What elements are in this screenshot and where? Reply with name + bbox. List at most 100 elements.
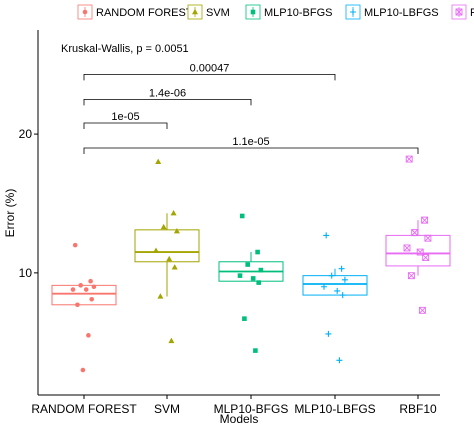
data-point (405, 155, 413, 163)
data-point (80, 367, 86, 373)
legend-label: RBF10 (470, 7, 474, 19)
legend-label: RANDOM FOREST (96, 7, 193, 19)
data-point (245, 262, 250, 267)
bracket-line (83, 98, 252, 106)
iqr-box (51, 284, 117, 306)
p-value-label: 1e-05 (111, 111, 139, 123)
x-axis-ticks: RANDOM FOREST SVM MLP10-BFGS MLP10-LBFGS RBF… (31, 395, 437, 416)
bracket-line (83, 122, 168, 129)
comparison-brackets: 0.00047 1.4e-06 1e-05 1.1e-05 (83, 62, 419, 154)
data-point (250, 276, 256, 281)
data-point (166, 255, 173, 262)
data-point (418, 306, 426, 314)
x-axis-title: Models (220, 412, 259, 426)
p-value-label: 1.1e-05 (232, 136, 269, 148)
data-point (91, 284, 97, 290)
x-tick-label-mlp10-lbfgs: MLP10-LBFGS (294, 402, 375, 416)
x-tick-label-rbf10: RBF10 (399, 402, 437, 416)
data-point (72, 242, 78, 248)
bracket-line (83, 74, 336, 81)
legend-item-svm: SVM (187, 4, 230, 20)
data-point (258, 267, 264, 273)
data-point (321, 283, 327, 290)
data-point (70, 287, 76, 292)
data-point (170, 209, 177, 216)
box-mlp10-bfgs (218, 252, 284, 282)
legend-label: MLP10-BFGS (264, 7, 332, 19)
data-point (155, 158, 162, 165)
legend-item-mlp10-lbfgs: MLP10-LBFGS (345, 4, 439, 20)
data-point (237, 273, 243, 278)
box-svm (134, 213, 200, 297)
data-point (424, 234, 432, 242)
legend-item-rbf10: RBF10 (451, 4, 474, 20)
legend-label: MLP10-LBFGS (364, 7, 439, 19)
data-point (339, 292, 346, 299)
data-point (157, 293, 164, 299)
data-point (422, 254, 430, 262)
p-value-label: 0.00047 (190, 62, 230, 74)
y-axis-title: Error (%) (3, 189, 17, 238)
x-tick-label-mlp10-bfgs: MLP10-BFGS (214, 402, 289, 416)
points-random-forest (70, 242, 97, 373)
data-point (83, 287, 89, 292)
data-point (173, 228, 180, 234)
data-point (421, 216, 429, 224)
legend-item-mlp10-bfgs: MLP10-BFGS (245, 4, 332, 20)
iqr-box (134, 229, 200, 263)
legend-key-marker (82, 9, 88, 15)
legend-key-marker (350, 9, 356, 15)
data-point (341, 276, 348, 283)
box-mlp10-lbfgs (302, 268, 368, 296)
box-random-forest (51, 284, 117, 306)
kruskal-wallis-annotation: Kruskal-Wallis, p = 0.0051 (61, 43, 189, 55)
y-tick-label-10: 10 (19, 266, 33, 280)
data-point (255, 249, 260, 255)
bracket-line (83, 147, 419, 154)
data-point (75, 302, 80, 308)
data-point (88, 278, 93, 284)
legend: RANDOM FOREST SVM MLP10-BFGS MLP10-LBFGS RBF… (77, 4, 474, 20)
points-mlp10-lbfgs (321, 232, 348, 364)
bracket-svm: 1e-05 (83, 111, 168, 129)
data-point (86, 333, 91, 338)
data-point (323, 232, 330, 239)
data-point (78, 283, 83, 288)
x-tick-label-random-forest: RANDOM FOREST (31, 402, 137, 416)
data-point (239, 213, 245, 219)
data-point (338, 265, 345, 272)
data-point (160, 223, 167, 230)
points-mlp10-bfgs (237, 213, 264, 353)
points-svm (153, 158, 180, 344)
data-point (328, 272, 335, 279)
data-point (253, 348, 258, 353)
points-layer (70, 155, 432, 373)
data-point (153, 247, 159, 253)
data-point (334, 287, 341, 294)
data-point (242, 316, 247, 321)
bracket-mlp10-lbfgs: 0.00047 (83, 62, 336, 81)
data-point (407, 272, 415, 280)
legend-item-random-forest: RANDOM FOREST (77, 4, 193, 20)
points-rbf10 (403, 155, 432, 314)
legend-key-marker (192, 8, 198, 15)
data-point (336, 357, 343, 364)
data-point (171, 264, 178, 270)
data-point (256, 280, 261, 285)
iqr-box (385, 234, 451, 267)
y-tick-label-20: 20 (19, 127, 33, 141)
data-point (89, 296, 94, 302)
data-point (168, 337, 175, 344)
bracket-rbf10: 1.1e-05 (83, 136, 419, 154)
legend-label: SVM (206, 7, 230, 19)
x-tick-label-svm: SVM (154, 402, 180, 416)
box-rbf10 (385, 220, 451, 276)
boxes-layer (51, 213, 451, 306)
y-axis-ticks: 10 20 (19, 127, 38, 280)
data-point (325, 330, 332, 337)
bracket-mlp10-bfgs: 1.4e-06 (83, 87, 252, 106)
legend-key-marker (250, 9, 256, 15)
iqr-box (302, 275, 368, 296)
legend-key-marker (455, 8, 463, 16)
